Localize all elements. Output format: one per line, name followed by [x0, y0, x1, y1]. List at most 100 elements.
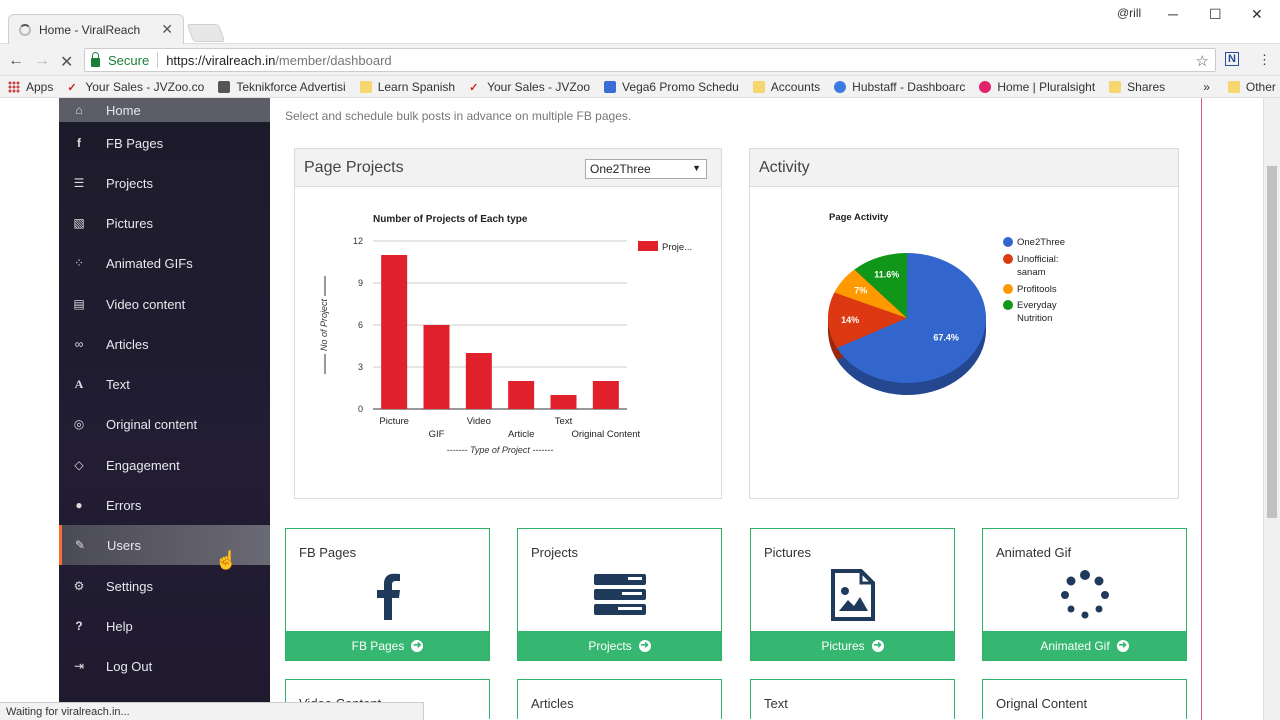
- bookmark-vega6[interactable]: Vega6 Promo Schedu: [604, 80, 739, 94]
- sidebar-item-projects[interactable]: ☰ Projects: [73, 175, 153, 191]
- lock-icon: [91, 51, 100, 67]
- text-card: Text: [750, 679, 955, 719]
- sidebar-item-animated-gifs[interactable]: ⁘ Animated GIFs: [73, 255, 193, 271]
- bar: [592, 381, 619, 409]
- close-tab-icon[interactable]: ✕: [161, 21, 173, 37]
- close-window-icon[interactable]: ✕: [1251, 6, 1263, 22]
- x-tick-label: GIF: [429, 429, 445, 440]
- sidebar-item-fb-pages[interactable]: f FB Pages: [59, 123, 270, 163]
- sidebar-item-help[interactable]: ? Help: [59, 606, 270, 646]
- bookmark-pluralsight[interactable]: Home | Pluralsight: [979, 80, 1095, 94]
- legend-label: Proje...: [662, 242, 692, 253]
- minimize-icon[interactable]: ─: [1168, 6, 1178, 22]
- bookmark-learn-spanish[interactable]: Learn Spanish: [359, 80, 455, 94]
- bookmark-accounts[interactable]: Accounts: [752, 80, 820, 94]
- image-icon: [751, 567, 954, 623]
- bookmark-jvzoo-2[interactable]: ✓ Your Sales - JVZoo: [469, 79, 591, 94]
- fb-pages-button[interactable]: FB Pages ➜: [286, 631, 489, 660]
- extension-icon[interactable]: N: [1225, 52, 1239, 66]
- image-icon: ▧: [73, 216, 85, 230]
- diamond-icon: ◇: [74, 458, 84, 472]
- docs-icon: [604, 80, 617, 93]
- pie-slice: [834, 269, 907, 318]
- arrow-circle-right-icon: ➜: [411, 639, 424, 652]
- legend-swatch: [1003, 254, 1013, 264]
- address-bar[interactable]: Secure https://viralreach.in/member/dash…: [84, 48, 1216, 72]
- back-icon[interactable]: ←: [8, 52, 24, 69]
- browser-tab[interactable]: Home - ViralReach ✕: [8, 14, 184, 44]
- chart-title: Page Activity: [829, 212, 889, 223]
- folder-icon: [1109, 80, 1122, 93]
- pie-value-label: 7%: [854, 286, 867, 296]
- pictures-button[interactable]: Pictures ➜: [751, 631, 954, 660]
- sidebar-item-pictures[interactable]: ▧ Pictures: [73, 215, 153, 231]
- sign-out-icon: ⇥: [73, 659, 85, 673]
- browser-titlebar: Home - ViralReach ✕ @rill ─ ☐ ✕: [0, 0, 1280, 44]
- card-title: Pictures: [764, 545, 811, 560]
- dropdown-arrow-icon: ▼: [692, 163, 701, 173]
- bookmark-hubstaff[interactable]: Hubstaff - Dashboarc: [834, 80, 965, 94]
- new-tab-button[interactable]: [186, 24, 226, 42]
- animated-gif-button[interactable]: Animated Gif ➜: [983, 631, 1186, 660]
- hand-cursor-icon: ☝: [215, 550, 238, 570]
- sidebar-item-users[interactable]: ✎ Users: [59, 525, 270, 565]
- bar: [465, 353, 492, 409]
- animated-gif-card: Animated Gif Animated Gif ➜: [982, 528, 1187, 661]
- sidebar-item-articles[interactable]: ∞ Articles: [74, 336, 149, 352]
- bookmark-other[interactable]: Other bookmarks: [1227, 80, 1280, 94]
- folder-icon: [752, 80, 765, 93]
- arrow-circle-right-icon: ➜: [1116, 639, 1129, 652]
- y-tick-label: 12: [353, 236, 363, 246]
- menu-icon[interactable]: ⋮: [1258, 52, 1271, 67]
- sidebar-item-text[interactable]: A Text: [74, 376, 130, 392]
- profile-badge[interactable]: @rill: [1117, 6, 1142, 20]
- bar: [423, 325, 450, 409]
- cogs-icon: ⚙: [73, 579, 85, 593]
- legend-label: One2Three: [1017, 237, 1065, 248]
- more-bookmarks-button[interactable]: »: [1203, 79, 1210, 94]
- jvzoo-icon: ✓: [469, 81, 479, 94]
- bookmark-teknikforce[interactable]: Teknikforce Advertisi: [218, 80, 346, 94]
- x-tick-label: Article: [508, 429, 534, 440]
- sidebar-item-settings[interactable]: ⚙ Settings: [73, 578, 153, 594]
- page-select[interactable]: One2Three ▼: [585, 159, 707, 179]
- address-toolbar: ← → ✕ Secure https://viralreach.in/membe…: [0, 44, 1280, 76]
- status-bar: Waiting for viralreach.in...: [0, 702, 424, 720]
- bookmark-shares[interactable]: Shares: [1109, 80, 1165, 94]
- page-icon: [218, 80, 231, 93]
- activity-panel: Activity Page Activity 67.4% 14% 7% 11.6% One…: [749, 148, 1179, 499]
- sidebar-item-errors[interactable]: ● Errors: [59, 485, 270, 525]
- bookmark-jvzoo-1[interactable]: ✓ Your Sales - JVZoo.co: [67, 79, 205, 94]
- font-icon: A: [74, 377, 84, 391]
- edit-icon: ✎: [74, 538, 86, 552]
- projects-button[interactable]: Projects ➜: [518, 631, 721, 660]
- legend-label: Everyday Nutrition: [1017, 300, 1057, 324]
- chart-title: Number of Projects of Each type: [373, 214, 528, 225]
- scrollbar-thumb[interactable]: [1267, 166, 1277, 518]
- home-icon: ⌂: [75, 103, 83, 117]
- card-title: FB Pages: [299, 545, 357, 560]
- y-axis-label: No of Project: [319, 298, 329, 351]
- arrow-circle-right-icon: ➜: [638, 639, 651, 652]
- loading-spinner-icon: [19, 23, 31, 36]
- spinner-icon: [983, 567, 1186, 623]
- question-icon: ?: [75, 619, 83, 633]
- bookmark-apps[interactable]: Apps: [8, 80, 53, 94]
- facebook-icon: [286, 567, 489, 623]
- sidebar-item-video-content[interactable]: ▤ Video content: [73, 296, 186, 312]
- url-host: https://viralreach.in: [166, 52, 276, 68]
- card-title: Text: [764, 696, 788, 711]
- sidebar-item-log-out[interactable]: ⇥ Log Out: [73, 658, 153, 674]
- forward-icon[interactable]: →: [34, 52, 50, 69]
- pie-slice: [828, 292, 907, 348]
- legend-swatch: [1003, 300, 1013, 310]
- bookmark-star-icon[interactable]: ☆: [1195, 53, 1209, 70]
- sidebar-item-engagement[interactable]: ◇ Engagement: [74, 457, 180, 473]
- maximize-icon[interactable]: ☐: [1209, 6, 1222, 22]
- page-scrollbar[interactable]: [1263, 98, 1280, 720]
- stop-icon[interactable]: ✕: [60, 54, 74, 71]
- sidebar-item-original-content[interactable]: ◎ Original content: [73, 416, 198, 432]
- card-title: Articles: [531, 696, 574, 711]
- sidebar-item-home[interactable]: ⌂ Home: [59, 98, 270, 122]
- legend-swatch: [638, 241, 658, 251]
